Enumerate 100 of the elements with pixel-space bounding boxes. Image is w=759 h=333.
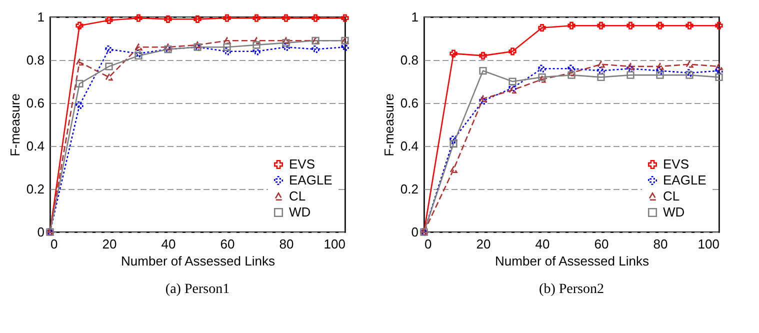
x-axis-title: Number of Assessed Links	[495, 254, 650, 268]
legend-label: EVS	[663, 156, 690, 172]
point	[105, 62, 113, 70]
point	[568, 64, 576, 72]
point	[597, 73, 605, 82]
point	[105, 45, 113, 54]
point	[626, 71, 634, 79]
x-tick-label: 60	[220, 236, 235, 252]
point	[508, 86, 516, 94]
point	[479, 66, 487, 75]
point	[76, 58, 84, 66]
point	[252, 14, 260, 22]
x-tick-label: 0	[424, 236, 432, 252]
x-tick-label: 60	[594, 236, 609, 252]
legend-label: EAGLE	[663, 172, 707, 188]
point	[341, 14, 349, 22]
point	[223, 43, 231, 51]
point	[656, 22, 664, 30]
legend-label: CL	[289, 188, 306, 204]
y-tick-label: 0.2	[26, 182, 44, 196]
y-tick-label: 1	[37, 10, 44, 24]
point	[508, 78, 516, 86]
x-tick-label: 0	[50, 236, 58, 252]
x-tick-label: 20	[476, 236, 491, 252]
point	[508, 48, 516, 56]
y-tick-label: 0.4	[400, 138, 418, 154]
legend-label: WD	[663, 204, 685, 220]
point	[656, 63, 664, 70]
y-tick-label: 0.6	[400, 96, 418, 110]
point	[538, 64, 546, 72]
x-tick-label: 100	[698, 236, 720, 252]
point	[194, 15, 202, 23]
point	[76, 22, 84, 30]
point	[715, 73, 723, 82]
point	[282, 38, 290, 47]
point	[686, 22, 694, 30]
point	[312, 45, 320, 54]
point	[686, 60, 694, 68]
y-tick-label: 0.8	[400, 52, 418, 68]
point	[282, 43, 290, 51]
point	[568, 22, 576, 30]
point	[134, 44, 142, 50]
y-tick-label: 0.6	[26, 96, 44, 110]
point	[626, 63, 634, 70]
point	[223, 48, 231, 56]
y-tick-label: 0.2	[400, 182, 418, 196]
point	[656, 71, 664, 79]
point	[450, 166, 458, 174]
point	[450, 140, 458, 148]
point	[252, 41, 260, 49]
point	[76, 80, 84, 88]
point	[626, 22, 634, 30]
point	[597, 60, 605, 68]
point	[450, 50, 458, 58]
point	[479, 97, 487, 105]
point	[656, 66, 664, 75]
x-tick-label: 80	[653, 236, 668, 252]
y-axis-title: F-measure	[381, 94, 396, 156]
x-tick-label: 80	[279, 236, 294, 252]
y-tick-label: 0	[37, 224, 44, 240]
x-axis-title: Number of Assessed Links	[121, 254, 276, 268]
point	[715, 63, 723, 70]
point	[479, 52, 487, 60]
point	[341, 43, 349, 51]
point	[312, 14, 320, 22]
point	[134, 14, 142, 22]
legend-label: WD	[289, 204, 311, 220]
text: (b) Person2	[539, 282, 604, 297]
legend-label: CL	[663, 188, 680, 204]
point	[450, 136, 458, 144]
x-tick-label: 40	[161, 236, 176, 252]
y-tick-label: 0	[411, 224, 418, 240]
point	[223, 37, 231, 44]
y-tick-label: 0.8	[26, 52, 44, 68]
point	[105, 74, 113, 81]
point	[538, 76, 546, 83]
y-tick-label: 0.4	[26, 138, 44, 154]
point	[538, 24, 546, 32]
point	[76, 101, 84, 109]
point	[252, 37, 260, 44]
y-axis-title: F-measure	[7, 94, 22, 156]
point	[164, 15, 172, 23]
point	[626, 64, 634, 72]
point	[282, 14, 290, 22]
point	[715, 22, 723, 30]
legend-label: EVS	[289, 156, 316, 172]
x-tick-label: 100	[324, 236, 346, 252]
point	[479, 95, 487, 102]
point	[252, 48, 260, 56]
x-tick-label: 40	[535, 236, 550, 252]
point	[134, 52, 142, 60]
point	[597, 22, 605, 30]
point	[105, 16, 113, 24]
point	[134, 50, 142, 58]
text: (a) Person1	[165, 282, 230, 297]
point	[568, 71, 576, 79]
point	[223, 14, 231, 22]
y-tick-label: 1	[411, 10, 418, 24]
legend-label: EAGLE	[289, 172, 333, 188]
x-tick-label: 20	[102, 236, 117, 252]
